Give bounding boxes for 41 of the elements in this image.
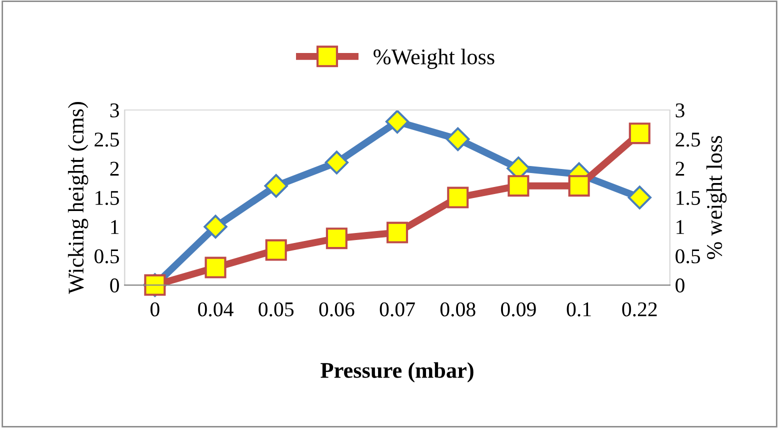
point bbox=[568, 175, 590, 197]
y-axis-title: Wicking height (cms) bbox=[68, 102, 88, 294]
point bbox=[264, 174, 288, 198]
point bbox=[385, 110, 410, 134]
y-tick-label: 0.5 bbox=[94, 249, 119, 264]
y-tick-label: 1 bbox=[111, 220, 119, 234]
y2-tick-label: 0 bbox=[676, 278, 684, 292]
x-tick-label: 0.07 bbox=[380, 302, 415, 316]
y2-tick-label: 3 bbox=[676, 103, 684, 118]
point bbox=[447, 186, 469, 208]
y2-tick-label: 1.5 bbox=[676, 190, 700, 206]
x-axis-title: Pressure (mbar) bbox=[320, 362, 474, 382]
x-tick-label: 0 bbox=[150, 302, 160, 316]
x-tick-label: 0.1 bbox=[566, 302, 591, 316]
y2-axis-title: % weight loss bbox=[706, 136, 727, 260]
y2-tick-label: 2 bbox=[676, 162, 684, 176]
point bbox=[204, 214, 228, 239]
point bbox=[508, 175, 530, 197]
point bbox=[326, 228, 348, 250]
y2-tick-label: 0.5 bbox=[676, 249, 700, 264]
x-tick-label: 0.09 bbox=[501, 302, 536, 316]
y-tick-label: 2.5 bbox=[94, 132, 119, 147]
point bbox=[628, 122, 650, 144]
x-tick-label: 0.04 bbox=[198, 302, 234, 316]
y-tick-label: 0 bbox=[110, 278, 119, 292]
point bbox=[446, 127, 470, 152]
point bbox=[204, 256, 226, 278]
point bbox=[265, 239, 287, 261]
x-tick-label: 0.22 bbox=[622, 302, 657, 316]
y-tick-label: 3 bbox=[110, 103, 119, 118]
x-tick-label: 0.08 bbox=[440, 302, 476, 316]
y2-tick-label: 1 bbox=[676, 220, 684, 234]
point bbox=[386, 222, 408, 244]
y-tick-label: 2 bbox=[110, 162, 119, 176]
x-tick-label: 0.06 bbox=[319, 302, 354, 316]
x-tick-label: 0.05 bbox=[258, 302, 294, 316]
legend-label: %Weight loss bbox=[374, 48, 494, 69]
point bbox=[628, 186, 652, 210]
y-tick-label: 1.5 bbox=[96, 190, 119, 206]
y2-tick-label: 2.5 bbox=[676, 132, 700, 147]
point bbox=[324, 150, 349, 174]
